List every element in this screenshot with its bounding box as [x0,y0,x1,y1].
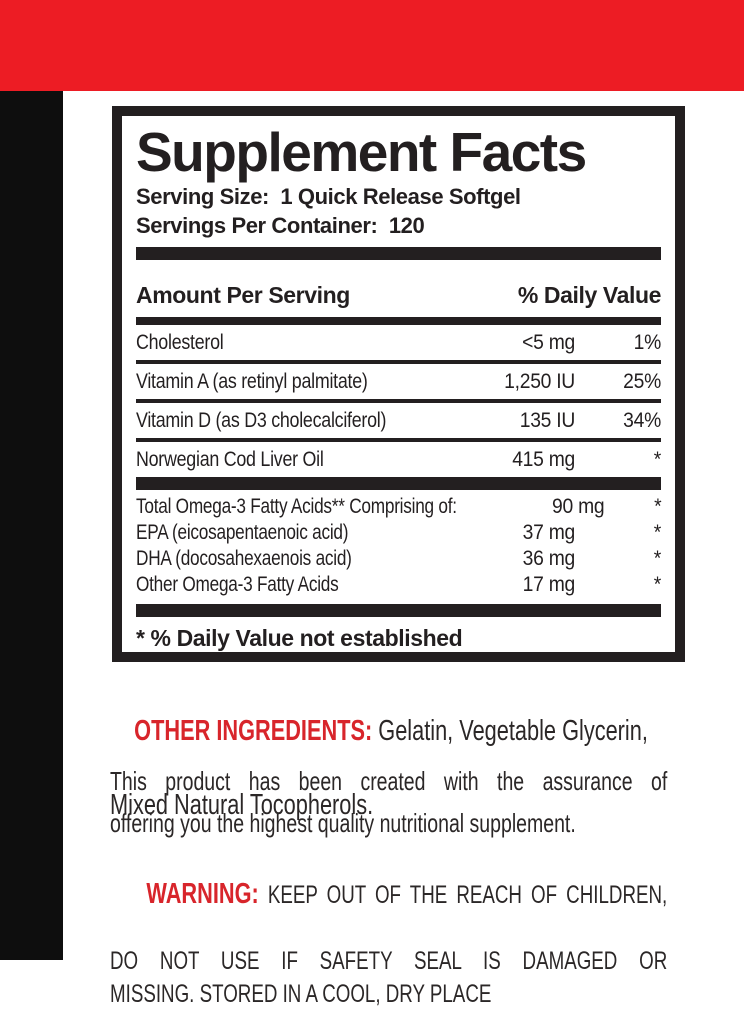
amount-per-serving-header: Amount Per Serving [136,282,350,308]
nutrient-dv: * [653,495,662,518]
table-row: Norwegian Cod Liver Oil 415 mg * [136,442,661,477]
warning-line3: MISSING. STORED IN A COOL, DRY PLACE [110,980,492,1008]
assurance-line2: offering you the highest quality nutriti… [110,808,576,838]
table-row: Vitamin A (as retinyl palmitate) 1,250 I… [136,364,661,399]
daily-value-footnote: * % Daily Value not established [136,625,463,651]
nutrient-dv: 34% [623,408,661,432]
nutrient-name: DHA (docosahexaenois acid) [136,547,352,570]
nutrient-name: EPA (eicosapentaenoic acid) [136,521,349,544]
table-row: EPA (eicosapentaenoic acid) 37 mg * [136,520,661,546]
table-row: Other Omega-3 Fatty Acids 17 mg * [136,572,661,598]
top-red-band [0,0,744,91]
supplement-facts-panel: Supplement Facts Serving Size: 1 Quick R… [112,106,685,662]
daily-value-header: % Daily Value [517,282,662,308]
assurance-line1: This product has been created with the a… [110,766,668,796]
row-separator [136,360,661,364]
nutrient-dv: 25% [623,369,661,393]
nutrient-dv: 1% [633,330,662,354]
other-ingredients-label: OTHER INGREDIENTS: [134,715,373,747]
warning-label: WARNING: [146,878,259,910]
nutrient-amount: 415 mg [512,447,575,471]
table-row: Total Omega-3 Fatty Acids** Comprising o… [136,494,661,520]
table-header-row: Amount Per Serving % Daily Value [136,282,661,309]
divider-medium-header [136,317,661,325]
nutrient-dv: * [653,521,662,544]
table-row: DHA (docosahexaenois acid) 36 mg * [136,546,661,572]
divider-thick-top [136,247,661,260]
table-row: Cholesterol <5 mg 1% [136,325,661,360]
omega-section: Total Omega-3 Fatty Acids** Comprising o… [136,490,661,604]
other-ingredients-line2: Mixed Natural Tocopherols. [110,789,374,821]
other-ingredients-text: Gelatin, Vegetable Glycerin, [372,715,648,747]
nutrient-name: Norwegian Cod Liver Oil [136,447,324,471]
nutrient-amount: <5 mg [522,330,575,354]
nutrient-name: Cholesterol [136,330,224,354]
serving-size-line: Serving Size: 1 Quick Release Softgel [136,184,521,209]
nutrient-dv: * [653,447,662,471]
other-ingredients-line1: OTHER INGREDIENTS: Gelatin, Vegetable Gl… [110,676,667,787]
nutrient-amount: 1,250 IU [504,369,575,393]
nutrient-amount: 135 IU [519,408,576,432]
nutrient-amount: 17 mg [522,573,576,596]
warning-line1: WARNING: KEEP OUT OF THE REACH OF CHILDR… [110,845,667,945]
table-row: Vitamin D (as D3 cholecalciferol) 135 IU… [136,403,661,438]
nutrient-name: Vitamin D (as D3 cholecalciferol) [136,408,387,432]
servings-per-container-line: Servings Per Container: 120 [136,213,425,238]
warning-line2: DO NOT USE IF SAFETY SEAL IS DAMAGED OR [110,947,668,975]
warning-paragraph: WARNING: KEEP OUT OF THE REACH OF CHILDR… [110,845,667,1011]
other-ingredients-paragraph: OTHER INGREDIENTS: Gelatin, Vegetable Gl… [110,676,667,824]
divider-thick-mid [136,477,661,490]
nutrient-name: Other Omega-3 Fatty Acids [136,573,339,596]
nutrient-name: Vitamin A (as retinyl palmitate) [136,369,368,393]
divider-thick-bottom [136,604,661,617]
panel-title: Supplement Facts [136,121,587,183]
row-separator [136,438,661,442]
row-separator [136,399,661,403]
nutrient-dv: * [653,547,662,570]
assurance-paragraph: This product has been created with the a… [110,760,667,844]
warning-text-line1: KEEP OUT OF THE REACH OF CHILDREN, [258,881,668,909]
nutrient-name: Total Omega-3 Fatty Acids** Comprising o… [136,495,457,518]
nutrient-amount: 37 mg [522,521,576,544]
left-black-strip [0,91,63,960]
nutrient-dv: * [653,573,662,596]
nutrient-amount: 90 mg [552,495,605,518]
nutrient-amount: 36 mg [522,547,576,570]
